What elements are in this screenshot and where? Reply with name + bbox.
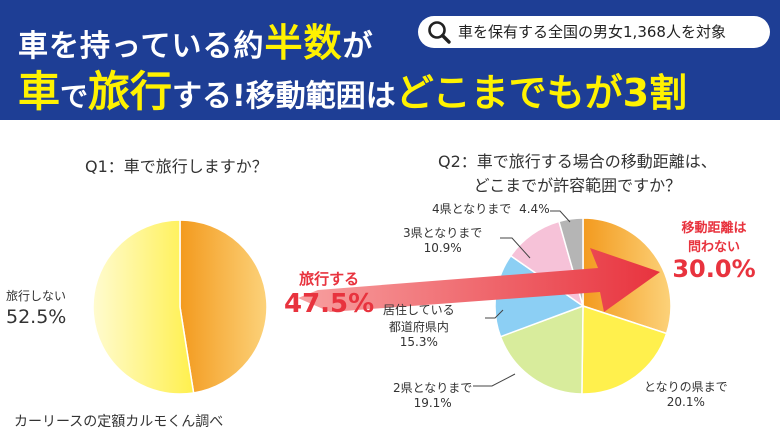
- pie-slice: [581, 304, 668, 395]
- slice-value: 4.4%: [519, 202, 550, 216]
- slice-value: 15.3%: [399, 335, 438, 349]
- highlight-arrow: [298, 248, 660, 312]
- q2-label-four-pref: 4県となりまで 4.4%: [432, 200, 550, 217]
- q1-label-no: 旅行しない 52.5%: [6, 287, 66, 328]
- slice-label: 旅行しない: [6, 289, 67, 303]
- q2-title-line-2: どこまでが許容範囲ですか？: [473, 176, 682, 195]
- headline-line-2: 車で旅行する!移動範囲はどこまでもが3割: [18, 58, 687, 119]
- slice-value: 20.1%: [666, 395, 705, 409]
- magnifier-icon: [428, 21, 451, 44]
- q2-label-any-distance: 移動距離は 問わない 30.0%: [672, 217, 756, 283]
- leader-lines: [473, 210, 571, 387]
- q2-label-home-pref: 居住している 都道府県内 15.3%: [383, 301, 455, 349]
- leader-line: [485, 309, 504, 319]
- slice-label: 問わない: [687, 240, 740, 255]
- slice-value: 30.0%: [672, 255, 756, 283]
- slice-label: 旅行する: [299, 270, 360, 288]
- slice-label: 居住している: [383, 303, 455, 317]
- headline-text: で: [60, 80, 89, 113]
- slice-label: 移動距離は: [681, 221, 747, 236]
- survey-scope-badge: 車を保有する全国の男女1,368人を対象: [418, 16, 770, 48]
- headline-text: する!移動範囲は: [172, 79, 396, 114]
- q2-label-two-pref: 2県となりまで 19.1%: [393, 379, 472, 410]
- slice-value: 10.9%: [423, 241, 462, 255]
- q2-pie-chart: [494, 217, 672, 395]
- slice-label: 4県となりまで: [432, 202, 512, 216]
- slice-label: 2県となりまで: [393, 381, 473, 395]
- headline-line-1: 車を持っている約半数が: [18, 12, 374, 67]
- headline-text: 車を持っている約: [18, 29, 265, 64]
- leader-line: [473, 373, 516, 387]
- q2-label-three-pref: 3県となりまで 10.9%: [403, 224, 482, 255]
- headline-text: が: [342, 29, 374, 64]
- q2-title-line-1: Q2：車で旅行する場合の移動距離は、: [438, 152, 717, 171]
- headline-highlight: 旅行: [88, 67, 173, 116]
- slice-label: 都道府県内: [388, 320, 449, 334]
- leader-line: [500, 237, 531, 259]
- headline-highlight: 車: [18, 67, 61, 116]
- header-banner: 車を持っている約半数が 車で旅行する!移動範囲はどこまでもが3割 車を保有する全…: [0, 0, 780, 120]
- headline-highlight: どこまでもが3割: [395, 71, 688, 115]
- q1-label-yes: 旅行する 47.5%: [284, 268, 374, 319]
- source-credit: カーリースの定額カルモくん調べ: [14, 414, 224, 430]
- pie-slice: [179, 219, 268, 394]
- q2-label-neighbor: となりの県まで 20.1%: [644, 378, 728, 409]
- slice-value: 52.5%: [6, 306, 67, 328]
- survey-scope-text: 車を保有する全国の男女1,368人を対象: [458, 23, 726, 41]
- leader-line: [550, 210, 571, 223]
- slice-value: 19.1%: [413, 396, 452, 410]
- slice-label: となりの県まで: [644, 380, 728, 394]
- q1-pie-chart: [92, 219, 268, 395]
- slice-value: 47.5%: [284, 289, 375, 319]
- slice-label: 3県となりまで: [403, 226, 483, 240]
- q2-title: Q2：車で旅行する場合の移動距離は、 どこまでが許容範囲ですか？: [438, 148, 717, 196]
- pie-slice: [499, 304, 584, 395]
- q1-title: Q1：車で旅行しますか？: [85, 157, 268, 176]
- headline-highlight: 半数: [264, 21, 343, 65]
- pie-slice: [92, 219, 195, 395]
